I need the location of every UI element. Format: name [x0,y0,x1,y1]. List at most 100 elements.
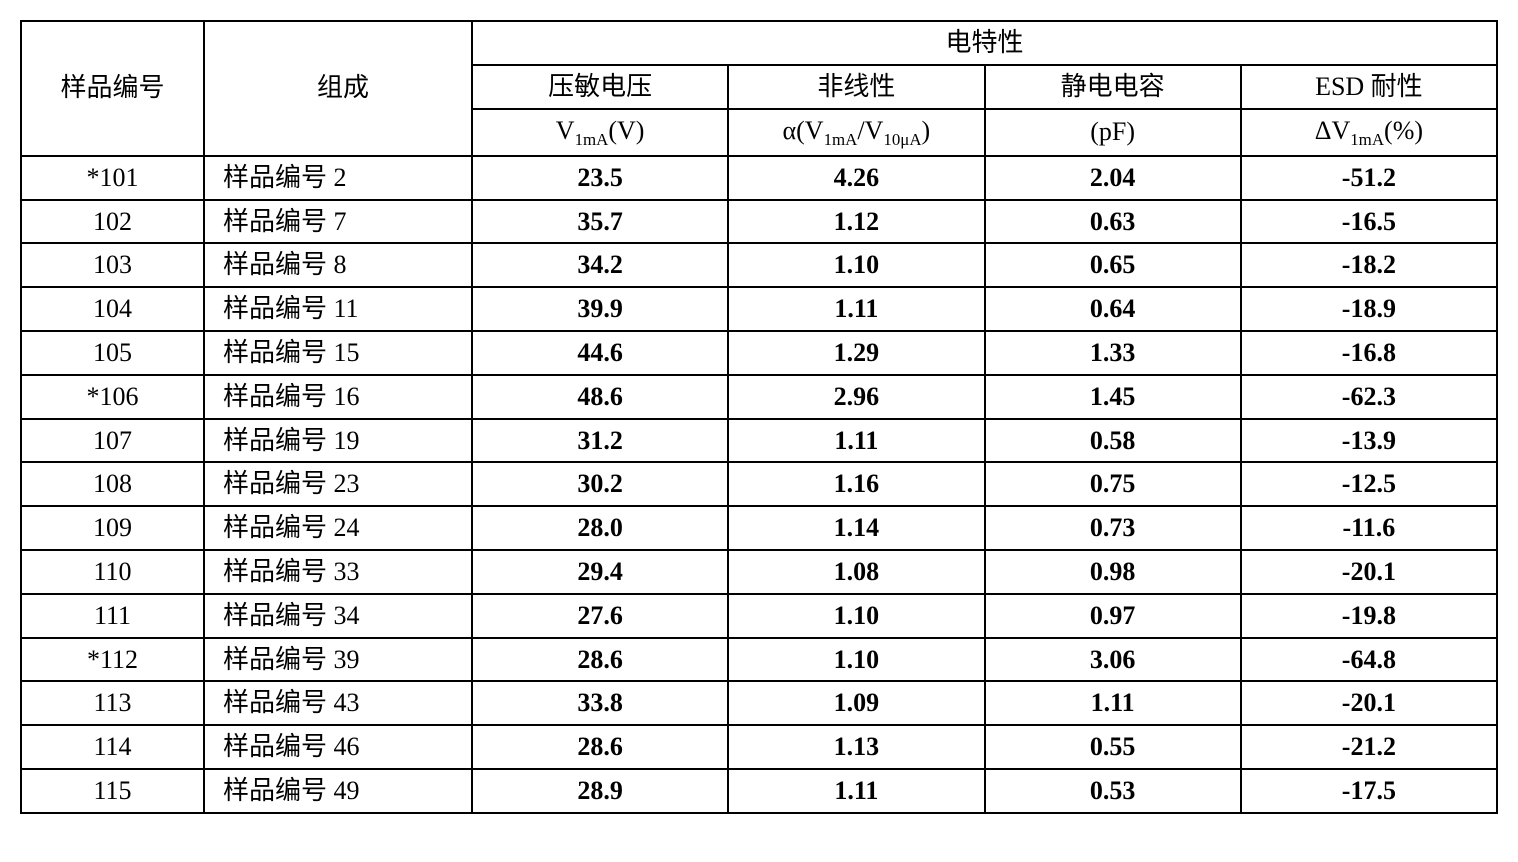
cell-sample-no: 111 [21,594,204,638]
cell-nonlinearity: 1.13 [728,725,984,769]
cell-nonlinearity: 1.10 [728,594,984,638]
cell-voltage: 28.0 [472,506,728,550]
cell-nonlinearity: 1.16 [728,462,984,506]
cell-composition: 样品编号 7 [204,200,472,244]
cell-capacitance: 0.63 [985,200,1241,244]
cell-esd: -20.1 [1241,681,1497,725]
table-row: 111样品编号 3427.61.100.97-19.8 [21,594,1497,638]
cell-nonlinearity: 1.11 [728,769,984,813]
table-row: 105样品编号 1544.61.291.33-16.8 [21,331,1497,375]
cell-esd: -19.8 [1241,594,1497,638]
table-header: 样品编号 组成 电特性 压敏电压 非线性 静电电容 ESD 耐性 V1mA(V)… [21,21,1497,156]
table-row: 104样品编号 1139.91.110.64-18.9 [21,287,1497,331]
cell-nonlinearity: 1.10 [728,638,984,682]
cell-composition: 样品编号 19 [204,419,472,463]
cell-voltage: 34.2 [472,243,728,287]
cell-sample-no: 113 [21,681,204,725]
cell-voltage: 31.2 [472,419,728,463]
cell-capacitance: 0.73 [985,506,1241,550]
header-sample-no: 样品编号 [21,21,204,156]
cell-composition: 样品编号 39 [204,638,472,682]
cell-composition: 样品编号 49 [204,769,472,813]
cell-composition: 样品编号 11 [204,287,472,331]
cell-esd: -64.8 [1241,638,1497,682]
table-row: *112样品编号 3928.61.103.06-64.8 [21,638,1497,682]
cell-esd: -11.6 [1241,506,1497,550]
cell-esd: -18.2 [1241,243,1497,287]
cell-capacitance: 2.04 [985,156,1241,200]
cell-esd: -51.2 [1241,156,1497,200]
cell-sample-no: 105 [21,331,204,375]
cell-nonlinearity: 1.12 [728,200,984,244]
cell-sample-no: *106 [21,375,204,419]
table-row: 108样品编号 2330.21.160.75-12.5 [21,462,1497,506]
header-e-unit: ΔV1mA(%) [1241,109,1497,156]
cell-nonlinearity: 1.10 [728,243,984,287]
cell-composition: 样品编号 34 [204,594,472,638]
cell-esd: -62.3 [1241,375,1497,419]
cell-voltage: 39.9 [472,287,728,331]
cell-capacitance: 0.75 [985,462,1241,506]
cell-voltage: 30.2 [472,462,728,506]
table-row: 103样品编号 834.21.100.65-18.2 [21,243,1497,287]
cell-nonlinearity: 1.09 [728,681,984,725]
cell-nonlinearity: 1.08 [728,550,984,594]
header-clamp-voltage: 压敏电压 [472,65,728,109]
cell-nonlinearity: 1.14 [728,506,984,550]
cell-sample-no: *101 [21,156,204,200]
cell-sample-no: 114 [21,725,204,769]
cell-voltage: 35.7 [472,200,728,244]
cell-esd: -21.2 [1241,725,1497,769]
table-row: 107样品编号 1931.21.110.58-13.9 [21,419,1497,463]
cell-voltage: 44.6 [472,331,728,375]
table-row: *106样品编号 1648.62.961.45-62.3 [21,375,1497,419]
cell-voltage: 23.5 [472,156,728,200]
cell-voltage: 28.6 [472,638,728,682]
cell-composition: 样品编号 8 [204,243,472,287]
cell-sample-no: 104 [21,287,204,331]
cell-sample-no: 103 [21,243,204,287]
header-v-unit: V1mA(V) [472,109,728,156]
cell-capacitance: 0.55 [985,725,1241,769]
cell-voltage: 28.6 [472,725,728,769]
table-row: 113样品编号 4333.81.091.11-20.1 [21,681,1497,725]
cell-capacitance: 0.97 [985,594,1241,638]
header-elec-props: 电特性 [472,21,1497,65]
cell-composition: 样品编号 46 [204,725,472,769]
cell-sample-no: 109 [21,506,204,550]
cell-nonlinearity: 1.11 [728,287,984,331]
cell-sample-no: 102 [21,200,204,244]
cell-composition: 样品编号 2 [204,156,472,200]
header-c-unit: (pF) [985,109,1241,156]
table-row: 115样品编号 4928.91.110.53-17.5 [21,769,1497,813]
cell-esd: -16.5 [1241,200,1497,244]
cell-capacitance: 0.65 [985,243,1241,287]
cell-sample-no: 110 [21,550,204,594]
table-row: *101样品编号 223.54.262.04-51.2 [21,156,1497,200]
cell-sample-no: 108 [21,462,204,506]
cell-capacitance: 0.58 [985,419,1241,463]
header-esd: ESD 耐性 [1241,65,1497,109]
header-nonlinearity: 非线性 [728,65,984,109]
cell-capacitance: 3.06 [985,638,1241,682]
cell-capacitance: 0.53 [985,769,1241,813]
cell-composition: 样品编号 43 [204,681,472,725]
cell-capacitance: 1.45 [985,375,1241,419]
cell-capacitance: 1.11 [985,681,1241,725]
cell-nonlinearity: 4.26 [728,156,984,200]
cell-voltage: 28.9 [472,769,728,813]
cell-composition: 样品编号 24 [204,506,472,550]
cell-esd: -17.5 [1241,769,1497,813]
header-composition: 组成 [204,21,472,156]
cell-composition: 样品编号 23 [204,462,472,506]
cell-composition: 样品编号 15 [204,331,472,375]
cell-voltage: 29.4 [472,550,728,594]
cell-capacitance: 0.98 [985,550,1241,594]
cell-nonlinearity: 2.96 [728,375,984,419]
data-table: 样品编号 组成 电特性 压敏电压 非线性 静电电容 ESD 耐性 V1mA(V)… [20,20,1498,814]
cell-esd: -16.8 [1241,331,1497,375]
cell-voltage: 33.8 [472,681,728,725]
table-row: 110样品编号 3329.41.080.98-20.1 [21,550,1497,594]
cell-capacitance: 0.64 [985,287,1241,331]
cell-voltage: 48.6 [472,375,728,419]
